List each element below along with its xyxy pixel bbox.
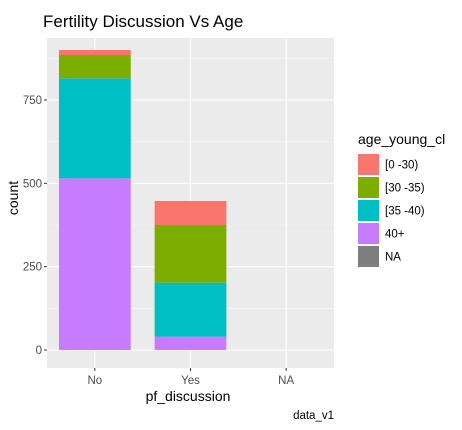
x-axis-title: pf_discussion: [146, 388, 231, 404]
legend-label: [30 -35): [385, 183, 425, 195]
caption: data_v1: [293, 410, 334, 422]
bars: [58, 50, 227, 350]
bar-segment: [58, 50, 131, 55]
legend-key: [358, 154, 379, 175]
bar-segment: [58, 78, 131, 179]
bar-segment: [58, 55, 131, 79]
legend-key: [358, 200, 379, 221]
y-tick-label: 250: [23, 262, 42, 274]
legend-label: 40+: [385, 229, 405, 241]
bar-segment: [154, 201, 227, 225]
legend-label: NA: [385, 252, 401, 264]
y-tick-label: 750: [23, 95, 42, 107]
legend-label: [35 -40): [385, 206, 425, 218]
chart-title: Fertility Discussion Vs Age: [43, 12, 243, 31]
bar-segment: [154, 336, 227, 350]
x-axis-ticks: No Yes NA: [87, 368, 294, 387]
bar-segment: [154, 225, 227, 283]
legend: age_young_cl [0 -30) [30 -35) [35 -40) 40+ N…: [358, 131, 445, 267]
legend-key: [358, 246, 379, 267]
y-axis-title: count: [5, 181, 21, 215]
legend-title: age_young_cl: [358, 131, 445, 147]
y-tick-label: 500: [23, 178, 42, 190]
y-axis-ticks: 0 250 500 750: [23, 95, 47, 357]
y-tick-label: 0: [36, 345, 42, 357]
legend-label: [0 -30): [385, 160, 418, 172]
legend-key: [358, 177, 379, 198]
legend-key: [358, 223, 379, 244]
bar-segment: [58, 178, 131, 350]
x-tick-label: No: [87, 375, 102, 387]
x-tick-label: NA: [278, 375, 294, 387]
x-tick-label: Yes: [181, 375, 200, 387]
bar-segment: [154, 282, 227, 337]
